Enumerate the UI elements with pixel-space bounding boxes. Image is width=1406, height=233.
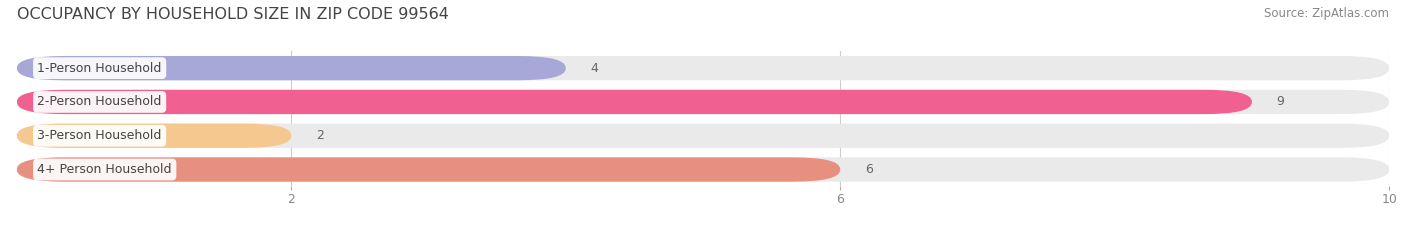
FancyBboxPatch shape: [17, 157, 1389, 182]
Text: 4: 4: [591, 62, 599, 75]
FancyBboxPatch shape: [17, 157, 841, 182]
FancyBboxPatch shape: [17, 90, 1389, 114]
Text: 1-Person Household: 1-Person Household: [38, 62, 162, 75]
FancyBboxPatch shape: [17, 123, 1389, 148]
Text: 6: 6: [865, 163, 873, 176]
Text: OCCUPANCY BY HOUSEHOLD SIZE IN ZIP CODE 99564: OCCUPANCY BY HOUSEHOLD SIZE IN ZIP CODE …: [17, 7, 449, 22]
Text: 2: 2: [316, 129, 323, 142]
FancyBboxPatch shape: [17, 123, 291, 148]
Text: 2-Person Household: 2-Person Household: [38, 96, 162, 108]
Text: Source: ZipAtlas.com: Source: ZipAtlas.com: [1264, 7, 1389, 20]
FancyBboxPatch shape: [17, 56, 565, 80]
Text: 3-Person Household: 3-Person Household: [38, 129, 162, 142]
Text: 4+ Person Household: 4+ Person Household: [38, 163, 172, 176]
FancyBboxPatch shape: [17, 56, 1389, 80]
FancyBboxPatch shape: [17, 90, 1251, 114]
Text: 9: 9: [1277, 96, 1285, 108]
